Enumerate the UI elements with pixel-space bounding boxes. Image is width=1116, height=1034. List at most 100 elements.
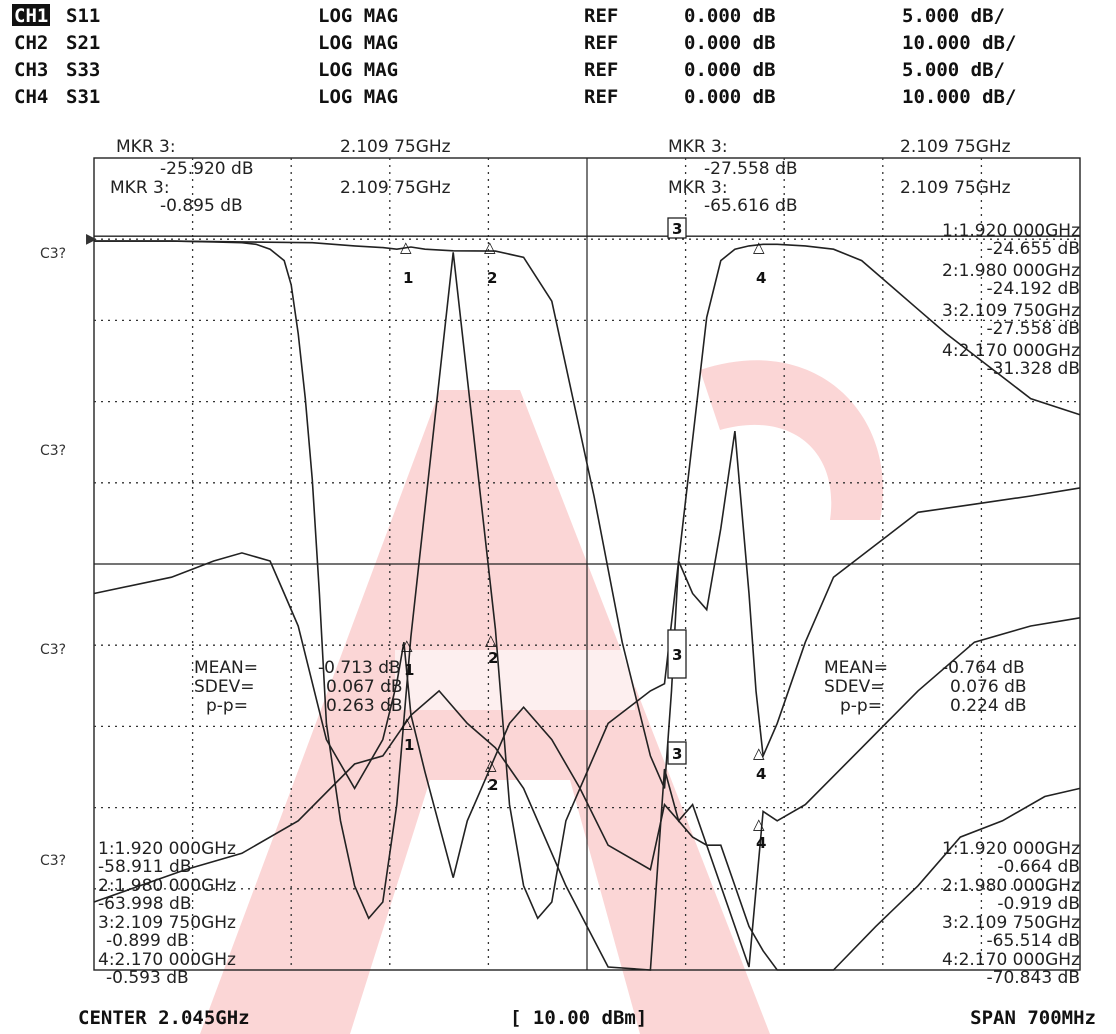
marker-list-value: -0.919 dB bbox=[997, 894, 1080, 914]
stat-sdev-label: SDEV= bbox=[194, 677, 255, 697]
marker-list-value: -24.655 dB bbox=[987, 239, 1080, 259]
marker-list-freq: 1:1.920 000GHz bbox=[942, 221, 1080, 241]
ref-arrow-icon: ▶ bbox=[86, 231, 97, 247]
ch2-ref: 0.000 dB bbox=[684, 32, 776, 54]
marker-3-label: 3 bbox=[672, 745, 682, 763]
ch4-ref-label: REF bbox=[584, 86, 618, 108]
marker-list-freq: 3:2.109 750GHz bbox=[98, 913, 236, 933]
marker-list-value: -0.664 dB bbox=[997, 857, 1080, 877]
marker-list-value: -58.911 dB bbox=[98, 857, 191, 877]
readout-freq: 2.109 75GHz bbox=[900, 178, 1011, 198]
ch3-ref: 0.000 dB bbox=[684, 59, 776, 81]
marker-list-value: -31.328 dB bbox=[987, 359, 1080, 379]
marker-3-box-icon bbox=[667, 629, 687, 679]
row-label-3: C3? bbox=[40, 642, 66, 658]
channel-header: CH1 S11 LOG MAG REF 0.000 dB 5.000 dB/ C… bbox=[12, 4, 1016, 108]
trace-s33 bbox=[94, 240, 1081, 789]
stat-pp-value: 0.224 dB bbox=[950, 696, 1027, 716]
marker-readout-right: MKR 3: 2.109 75GHz -27.558 dB MKR 3: 2.1… bbox=[668, 137, 1011, 216]
marker-glyphs: △ 1 △ 2 3 △ 4 △ 1 △ 2 3 △ 1 △ 2 3 △ 4 △ … bbox=[400, 217, 766, 852]
ch4-label[interactable]: CH4 bbox=[14, 86, 48, 108]
marker-list-freq: 3:2.109 750GHz bbox=[942, 913, 1080, 933]
readout-label: MKR 3: bbox=[668, 137, 728, 157]
marker-3-label: 3 bbox=[672, 646, 682, 664]
span-frequency: SPAN 700MHz bbox=[970, 1007, 1096, 1029]
marker-readout-left: MKR 3: 2.109 75GHz -25.920 dB MKR 3: 2.1… bbox=[110, 137, 451, 216]
marker-list-freq: 4:2.170 000GHz bbox=[942, 950, 1080, 970]
readout-freq: 2.109 75GHz bbox=[340, 137, 451, 157]
marker-4-icon: △ bbox=[753, 815, 765, 833]
trace-s31 bbox=[93, 617, 1081, 971]
readout-freq: 2.109 75GHz bbox=[340, 178, 451, 198]
ch3-label[interactable]: CH3 bbox=[14, 59, 48, 81]
ch1-scale: 5.000 dB/ bbox=[902, 5, 1005, 27]
marker-4-icon: △ bbox=[753, 744, 765, 762]
row-label-2: C3? bbox=[40, 443, 66, 459]
marker-list-freq: 4:2.170 000GHz bbox=[942, 341, 1080, 361]
grid bbox=[94, 158, 1080, 970]
ch2-scale: 10.000 dB/ bbox=[902, 32, 1016, 54]
marker-1-label: 1 bbox=[404, 736, 414, 754]
plot-area bbox=[93, 157, 1081, 971]
stat-mean-label: MEAN= bbox=[194, 658, 258, 678]
marker-list-freq: 2:1.980 000GHz bbox=[942, 261, 1080, 281]
marker-3-box-icon bbox=[667, 741, 687, 765]
marker-1-label: 1 bbox=[404, 661, 414, 679]
ch3-format: LOG MAG bbox=[318, 59, 398, 81]
ch1-param: S11 bbox=[66, 5, 100, 27]
marker-list-freq: 2:1.980 000GHz bbox=[98, 876, 236, 896]
marker-1-label: 1 bbox=[403, 269, 413, 287]
stat-pp-label: p-p= bbox=[206, 696, 248, 716]
marker-list-value: -0.593 dB bbox=[106, 968, 189, 988]
ch1-format: LOG MAG bbox=[318, 5, 398, 27]
ch1-active-highlight bbox=[12, 4, 50, 26]
ch3-ref-label: REF bbox=[584, 59, 618, 81]
marker-2-icon: △ bbox=[485, 756, 497, 774]
marker-list-value: -24.192 dB bbox=[987, 279, 1080, 299]
stats-left: MEAN= -0.713 dB SDEV= 0.067 dB p-p= 0.26… bbox=[194, 658, 403, 716]
readout-value: -0.895 dB bbox=[160, 196, 243, 216]
row-label-1: C3? bbox=[40, 246, 66, 262]
ch2-format: LOG MAG bbox=[318, 32, 398, 54]
marker-1-icon: △ bbox=[400, 238, 412, 256]
stat-pp-label: p-p= bbox=[840, 696, 882, 716]
readout-label: MKR 3: bbox=[110, 178, 170, 198]
marker-list-value: -27.558 dB bbox=[987, 319, 1080, 339]
marker-list-value: -0.899 dB bbox=[106, 931, 189, 951]
ch2-label[interactable]: CH2 bbox=[14, 32, 48, 54]
center-frequency: CENTER 2.045GHz bbox=[78, 1007, 250, 1029]
marker-2-label: 2 bbox=[488, 776, 498, 794]
ch4-ref: 0.000 dB bbox=[684, 86, 776, 108]
readout-freq: 2.109 75GHz bbox=[900, 137, 1011, 157]
stat-sdev-value: 0.076 dB bbox=[950, 677, 1027, 697]
marker-3-label: 3 bbox=[672, 220, 682, 238]
stats-right: MEAN= -0.764 dB SDEV= 0.076 dB p-p= 0.22… bbox=[824, 658, 1027, 716]
marker-list-freq: 1:1.920 000GHz bbox=[98, 839, 236, 859]
ch4-format: LOG MAG bbox=[318, 86, 398, 108]
marker-list-freq: 1:1.920 000GHz bbox=[942, 839, 1080, 859]
traces bbox=[93, 240, 1081, 971]
ch3-param: S33 bbox=[66, 59, 100, 81]
marker-3-box-icon bbox=[667, 217, 687, 239]
marker-4-label: 4 bbox=[756, 765, 766, 783]
row-label-4: C3? bbox=[40, 853, 66, 869]
stat-sdev-value: 0.067 dB bbox=[326, 677, 403, 697]
ch3-scale: 5.000 dB/ bbox=[902, 59, 1005, 81]
ch1-label[interactable]: CH1 bbox=[14, 5, 48, 27]
stat-mean-value: -0.764 dB bbox=[942, 658, 1025, 678]
marker-2-icon: △ bbox=[485, 631, 497, 649]
marker-list-right-top: 1:1.920 000GHz -24.655 dB 2:1.980 000GHz… bbox=[942, 221, 1080, 379]
ch2-ref-label: REF bbox=[584, 32, 618, 54]
readout-value: -27.558 dB bbox=[704, 159, 797, 179]
marker-2-label: 2 bbox=[488, 649, 498, 667]
source-power: [ 10.00 dBm] bbox=[510, 1007, 647, 1029]
readout-label: MKR 3: bbox=[116, 137, 176, 157]
row-labels: C3? C3? C3? C3? ▶ bbox=[40, 231, 97, 869]
marker-1-icon: △ bbox=[401, 636, 413, 654]
trace-s11 bbox=[94, 240, 1081, 920]
ch4-scale: 10.000 dB/ bbox=[902, 86, 1016, 108]
stat-sdev-label: SDEV= bbox=[824, 677, 885, 697]
marker-list-value: -63.998 dB bbox=[98, 894, 191, 914]
marker-list-value: -70.843 dB bbox=[987, 968, 1080, 988]
